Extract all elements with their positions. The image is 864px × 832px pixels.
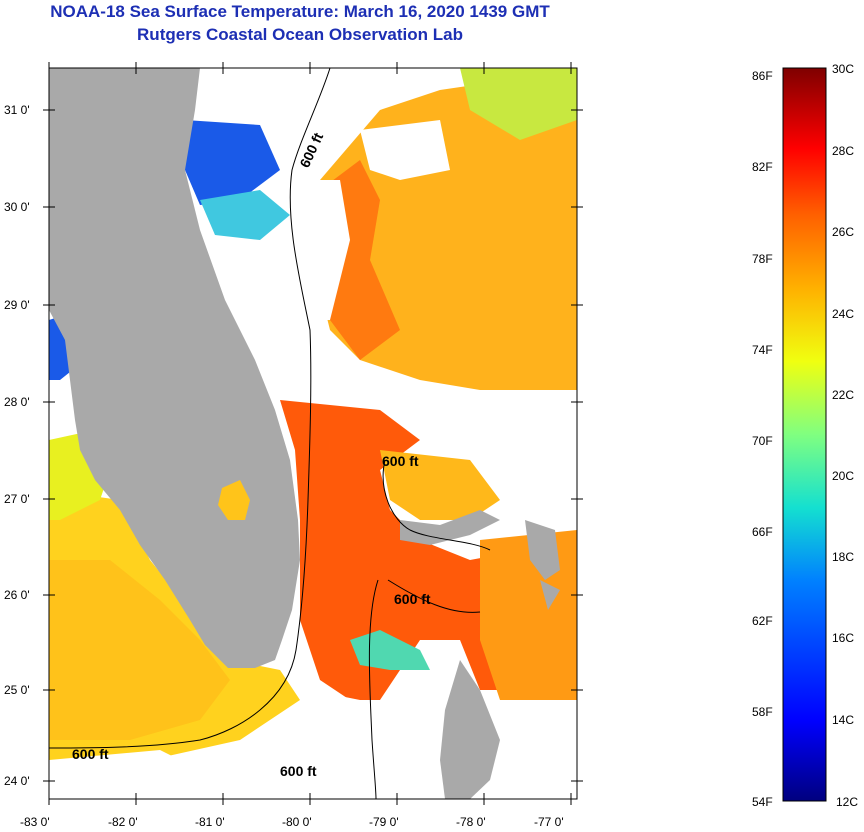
- colorbar-c-label: 24C: [832, 307, 854, 321]
- lon-label: -82 0': [108, 815, 138, 829]
- lon-label: -77 0': [534, 815, 564, 829]
- gulf-water-region-inner: [49, 560, 230, 740]
- cloud-patch: [360, 120, 450, 180]
- contour-label: 600 ft: [280, 763, 317, 779]
- colorbar-f-label: 78F: [752, 252, 773, 266]
- lon-label: -81 0': [195, 815, 225, 829]
- colorbar-c-label: 20C: [832, 469, 854, 483]
- colorbar-f-label: 62F: [752, 614, 773, 628]
- latitude-axis: [43, 109, 583, 782]
- lat-label: 28 0': [4, 395, 30, 409]
- grand-bahama-island: [400, 510, 500, 545]
- lat-label: 30 0': [4, 200, 30, 214]
- colorbar-f-label: 82F: [752, 160, 773, 174]
- lat-label: 27 0': [4, 492, 30, 506]
- lat-label: 25 0': [4, 683, 30, 697]
- atlantic-north-cool-water: [460, 68, 577, 140]
- colorbar-c-label: 30C: [832, 62, 854, 76]
- temperature-colorbar: [782, 67, 827, 802]
- colorbar-f-label: 70F: [752, 434, 773, 448]
- map-subtitle: Rutgers Coastal Ocean Observation Lab: [137, 25, 463, 44]
- cold-water-patch-north: [185, 120, 280, 205]
- colorbar-c-label: 14C: [832, 713, 854, 727]
- colorbar-f-label: 74F: [752, 343, 773, 357]
- cloud-patch: [400, 395, 500, 440]
- bathymetry-contour-little-bahama: [382, 459, 491, 551]
- map-title: NOAA-18 Sea Surface Temperature: March 1…: [50, 2, 550, 21]
- cloud-patch: [49, 750, 500, 799]
- andros-island: [440, 660, 500, 799]
- bathymetry-contour-west: [49, 68, 331, 749]
- colorbar-c-label: 18C: [832, 550, 854, 564]
- eleuthera-island: [540, 580, 560, 610]
- lat-label: 26 0': [4, 588, 30, 602]
- lake-okeechobee: [218, 480, 250, 520]
- colorbar-f-label: 54F: [752, 795, 773, 809]
- longitude-axis: [48, 62, 572, 805]
- cool-water-patch: [200, 190, 290, 240]
- colorbar-c-label: 26C: [832, 225, 854, 239]
- map-frame: [48, 67, 578, 800]
- contour-label: 600 ft: [382, 453, 419, 469]
- contour-label: 600 ft: [72, 746, 109, 762]
- bathymetry-contour-great-bahama: [368, 579, 379, 799]
- colorbar-c-label: 28C: [832, 144, 854, 158]
- bahamas-water: [480, 530, 577, 700]
- colorbar-f-label: 66F: [752, 525, 773, 539]
- little-bahama-bank-water: [380, 450, 500, 520]
- colorbar-f-label: 58F: [752, 705, 773, 719]
- bathymetry-contour-northeast: [387, 579, 481, 613]
- lat-label: 29 0': [4, 298, 30, 312]
- lat-label: 24 0': [4, 774, 30, 788]
- abaco-island: [525, 520, 560, 580]
- colorbar-c-label: 16C: [832, 631, 854, 645]
- cloud-patch: [300, 690, 380, 760]
- lon-label: -80 0': [282, 815, 312, 829]
- colorbar-c-label: 12C: [836, 795, 858, 809]
- lat-label: 31 0': [4, 103, 30, 117]
- lon-label: -79 0': [369, 815, 399, 829]
- lon-label: -78 0': [456, 815, 486, 829]
- colorbar-c-label: 22C: [832, 388, 854, 402]
- colorbar-f-label: 86F: [752, 69, 773, 83]
- contour-label: 600 ft: [394, 591, 431, 607]
- cloud-patch: [300, 180, 350, 320]
- lon-label: -83 0': [20, 815, 50, 829]
